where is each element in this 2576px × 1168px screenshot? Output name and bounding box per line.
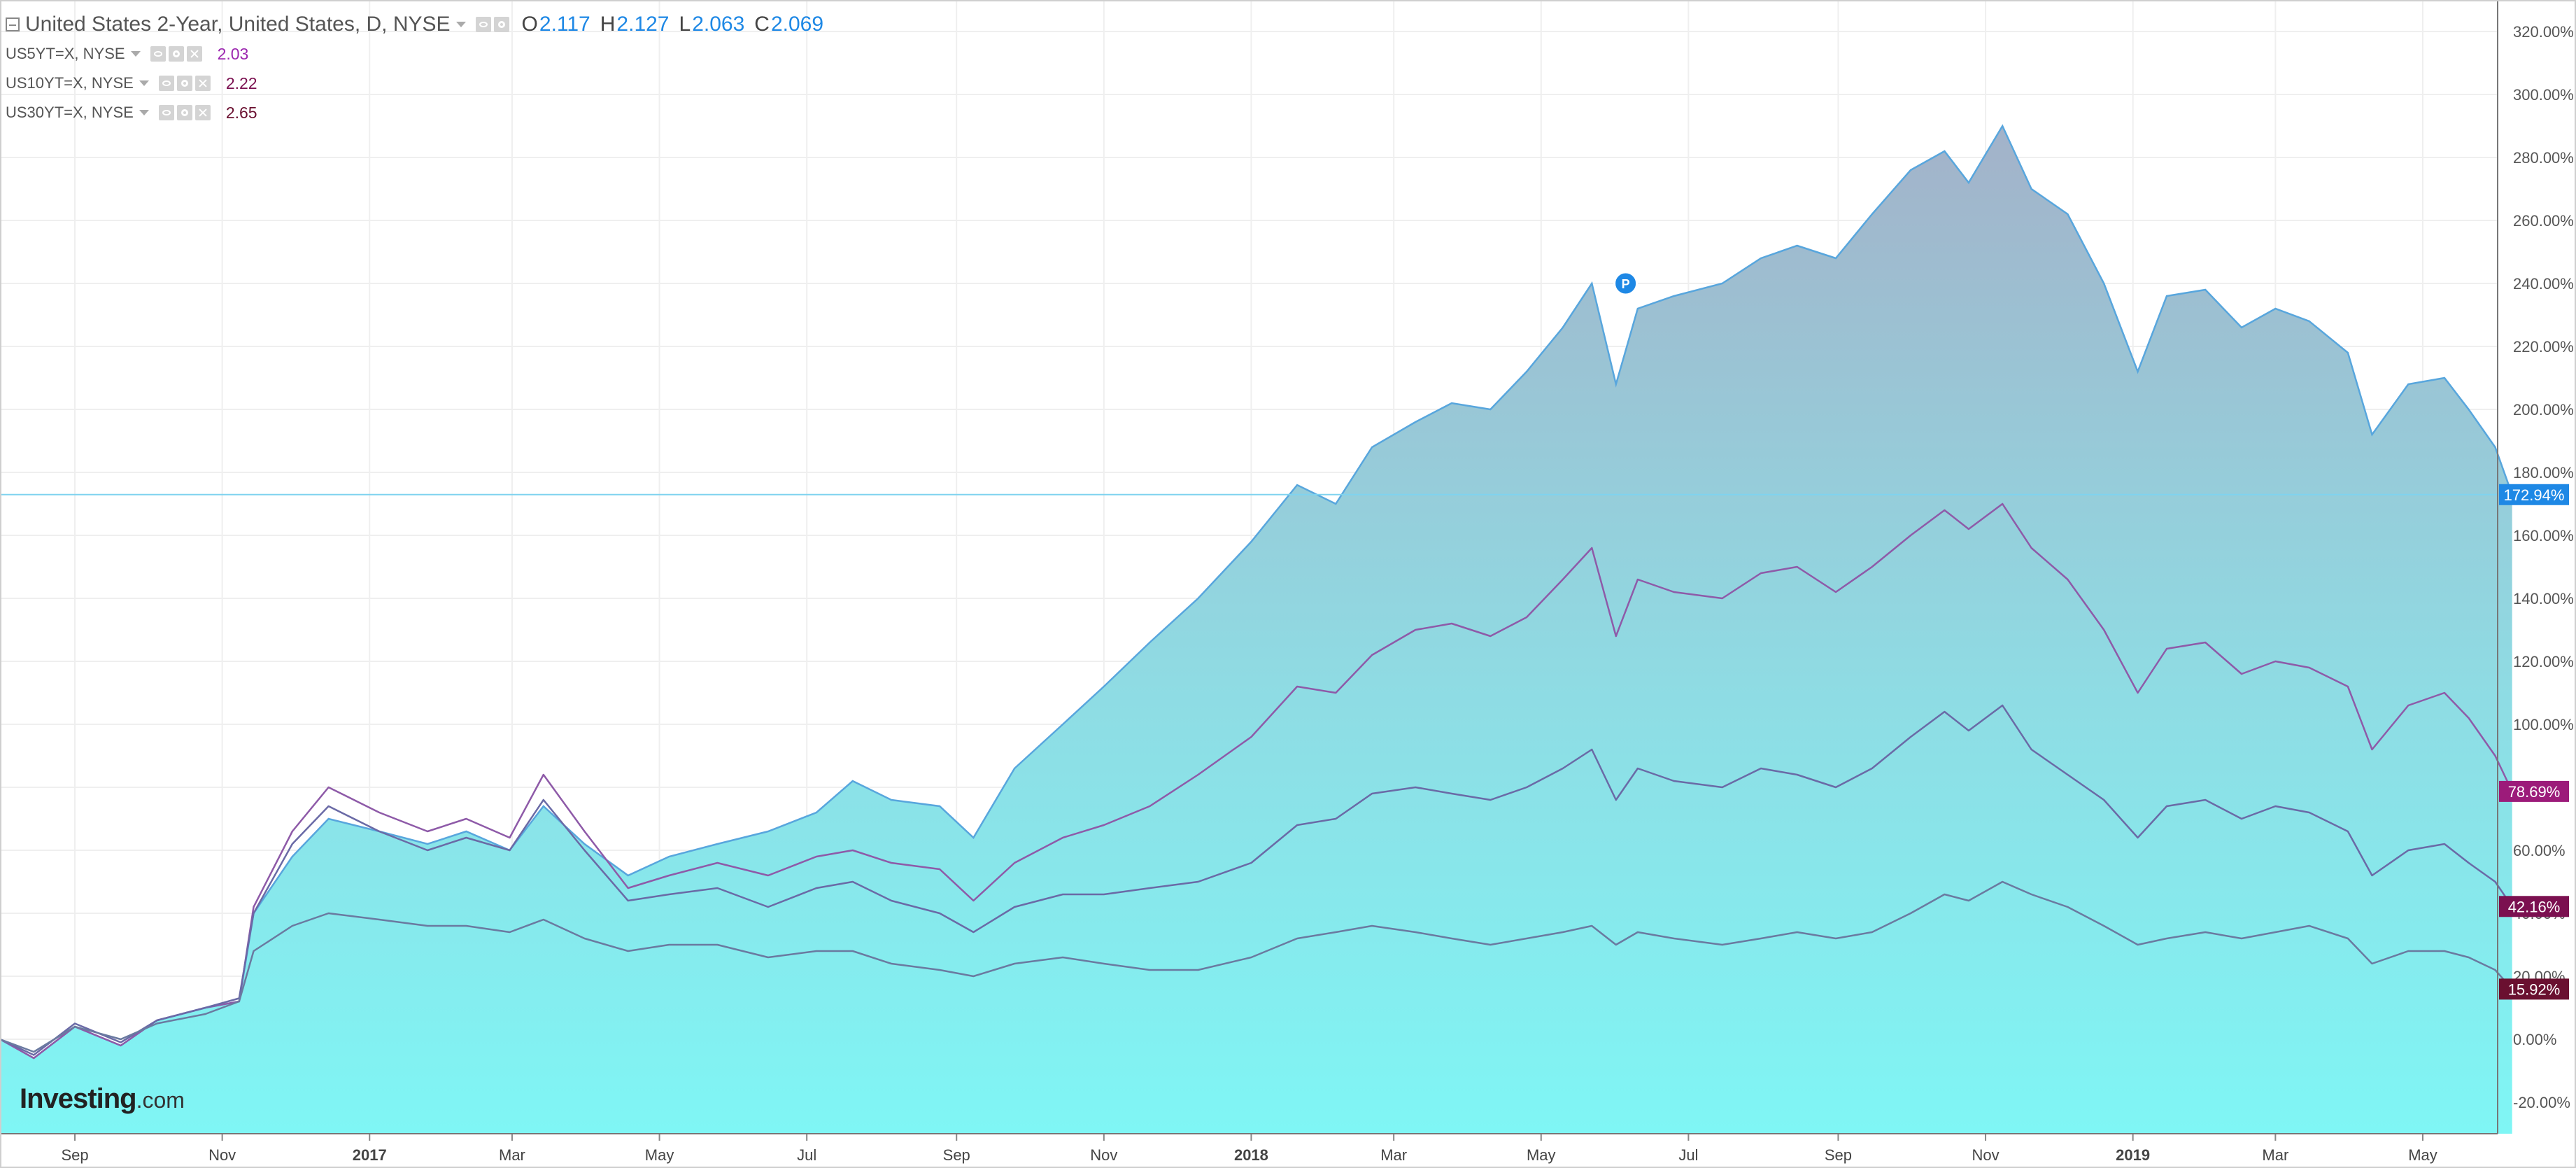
last-value-label: 15.92% bbox=[2508, 980, 2561, 998]
x-tick-label: Mar bbox=[499, 1146, 525, 1164]
compare-series-line bbox=[0, 704, 2513, 1056]
y-tick-label: 320.00% bbox=[2513, 23, 2574, 41]
x-tick-label: Jul bbox=[1678, 1146, 1698, 1164]
last-value-label: 78.69% bbox=[2508, 783, 2561, 801]
y-tick-label: 220.00% bbox=[2513, 338, 2574, 356]
y-tick-label: 60.00% bbox=[2513, 842, 2566, 859]
last-value-badge bbox=[2499, 780, 2569, 802]
eye-icon[interactable] bbox=[158, 105, 174, 120]
logo-name: Investing bbox=[20, 1083, 137, 1114]
x-tick-label: Nov bbox=[1090, 1146, 1117, 1164]
y-tick-label: -20.00% bbox=[2513, 1094, 2570, 1111]
x-tick-label: Mar bbox=[1380, 1146, 1407, 1164]
x-tick-label: May bbox=[2408, 1146, 2437, 1164]
eye-icon[interactable] bbox=[150, 46, 166, 62]
x-tick-label: 2019 bbox=[2116, 1146, 2150, 1164]
investing-logo: Investing.com bbox=[20, 1083, 185, 1115]
compare-label[interactable]: US30YT=X, NYSE bbox=[6, 104, 134, 121]
caret-down-icon[interactable] bbox=[130, 51, 141, 57]
ohlc-close-key: C bbox=[754, 13, 770, 36]
x-tick-label: Nov bbox=[1972, 1146, 1999, 1164]
p-marker-label: P bbox=[1622, 277, 1630, 291]
x-tick-label: 2017 bbox=[353, 1146, 387, 1164]
ohlc-close-value: 2.069 bbox=[770, 13, 824, 36]
y-tick-label: 100.00% bbox=[2513, 716, 2574, 733]
main-series-title[interactable]: United States 2-Year, United States, D, … bbox=[25, 13, 451, 36]
x-tick-label: Nov bbox=[208, 1146, 236, 1164]
close-icon[interactable] bbox=[194, 105, 211, 120]
y-tick-label: 260.00% bbox=[2513, 212, 2574, 230]
badges-layer: 172.94% 78.69% 42.16% 15.92% P bbox=[1613, 271, 2569, 1000]
last-value-label: 172.94% bbox=[2504, 486, 2565, 504]
y-tick-label: 120.00% bbox=[2513, 653, 2574, 670]
y-tick-label: 300.00% bbox=[2513, 86, 2574, 104]
x-tick-label: May bbox=[645, 1146, 674, 1164]
compare-label[interactable]: US5YT=X, NYSE bbox=[6, 45, 125, 62]
gear-icon[interactable] bbox=[168, 46, 184, 62]
ohlc-low-value: 2.063 bbox=[692, 13, 745, 36]
x-tick-label: 2018 bbox=[1234, 1146, 1268, 1164]
p-marker-icon bbox=[1613, 271, 1639, 296]
compare-value: 2.03 bbox=[217, 44, 249, 63]
compare-legend-us5y: US5YT=X, NYSE 2.03 bbox=[6, 39, 823, 69]
logo-suffix: .com bbox=[136, 1088, 185, 1113]
main-series-legend: United States 2-Year, United States, D, … bbox=[6, 10, 823, 39]
ohlc-open-value: 2.117 bbox=[539, 13, 590, 36]
ohlc-high-value: 2.127 bbox=[616, 13, 670, 36]
eye-icon[interactable] bbox=[475, 17, 491, 32]
x-tick-label: Sep bbox=[61, 1146, 88, 1164]
ohlc-low-key: L bbox=[679, 13, 691, 36]
y-tick-label: 180.00% bbox=[2513, 464, 2574, 481]
y-tick-label: 140.00% bbox=[2513, 590, 2574, 607]
last-value-badge bbox=[2499, 484, 2569, 505]
main-series-line bbox=[0, 124, 2513, 1060]
compare-label[interactable]: US10YT=X, NYSE bbox=[6, 74, 134, 92]
y-tick-label: 160.00% bbox=[2513, 527, 2574, 544]
compare-value: 2.65 bbox=[225, 103, 257, 122]
last-value-label: 42.16% bbox=[2508, 898, 2561, 915]
last-value-badge bbox=[2499, 896, 2569, 917]
ohlc-open-key: O bbox=[521, 13, 538, 36]
compare-series-line bbox=[0, 880, 2513, 1053]
main-series-area bbox=[0, 126, 2512, 1134]
x-tick-label: Mar bbox=[2262, 1146, 2288, 1164]
gear-icon[interactable] bbox=[176, 105, 192, 120]
caret-down-icon[interactable] bbox=[139, 110, 149, 115]
main-area-layer bbox=[0, 126, 2512, 1134]
x-tick-label: Jul bbox=[797, 1146, 816, 1164]
series-lines-layer bbox=[0, 124, 2513, 1060]
compare-legend-us30y: US30YT=X, NYSE 2.65 bbox=[6, 98, 823, 127]
chart-legend: United States 2-Year, United States, D, … bbox=[6, 10, 823, 127]
x-tick-label: May bbox=[1527, 1146, 1556, 1164]
close-icon[interactable] bbox=[186, 46, 202, 62]
x-tick-label: Sep bbox=[1825, 1146, 1852, 1164]
ohlc-high-key: H bbox=[600, 13, 616, 36]
caret-down-icon[interactable] bbox=[455, 22, 466, 27]
y-tick-label: 0.00% bbox=[2513, 1031, 2556, 1048]
compare-value: 2.22 bbox=[225, 73, 257, 92]
caret-down-icon[interactable] bbox=[139, 80, 149, 86]
collapse-icon[interactable] bbox=[6, 17, 20, 31]
close-icon[interactable] bbox=[194, 76, 211, 91]
y-tick-label: 200.00% bbox=[2513, 401, 2574, 418]
y-tick-label: 240.00% bbox=[2513, 275, 2574, 293]
compare-series-line bbox=[0, 502, 2513, 1060]
x-tick-label: Sep bbox=[943, 1146, 970, 1164]
compare-legend-us10y: US10YT=X, NYSE 2.22 bbox=[6, 69, 823, 98]
y-tick-label: 280.00% bbox=[2513, 149, 2574, 167]
gear-icon[interactable] bbox=[176, 76, 192, 91]
last-value-badge bbox=[2499, 978, 2569, 1000]
gear-icon[interactable] bbox=[493, 17, 509, 32]
eye-icon[interactable] bbox=[158, 76, 174, 91]
